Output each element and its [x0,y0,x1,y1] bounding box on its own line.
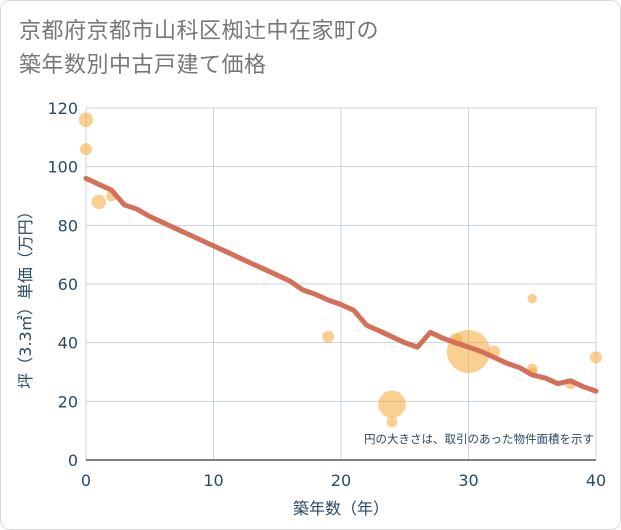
x-tick-0: 0 [81,471,91,490]
bubble-2 [91,194,106,210]
x-tick-1: 10 [203,471,223,490]
x-tick-2: 20 [331,471,351,490]
y-tick-4: 80 [58,216,78,235]
bubble-8 [446,329,491,374]
y-axis-title: 坪（3.3㎡）単価（万円） [16,203,35,388]
axis-ticks: 0 10 20 30 40 0 20 40 60 80 100 120 [47,99,606,490]
x-tick-3: 30 [458,471,478,490]
y-tick-1: 20 [58,392,78,411]
y-tick-5: 100 [47,158,78,177]
bubble-0 [78,112,94,127]
bubble-1 [80,143,92,156]
y-tick-3: 60 [58,275,78,294]
bubble-10 [527,293,538,304]
bubbles [78,112,602,428]
bubble-4 [322,330,335,343]
y-tick-2: 40 [58,334,78,353]
bubble-6 [386,416,398,428]
chart-title: 京都府京都市山科区椥辻中在家町の 築年数別中古戸建て価格 [19,15,379,83]
size-note: 円の大きさは、取引のあった物件面積を示す [364,432,594,446]
bubble-14 [590,351,602,364]
y-tick-6: 120 [47,99,78,118]
trend-line [83,175,599,394]
x-tick-4: 40 [586,471,606,490]
grid [85,107,597,461]
y-tick-0: 0 [68,451,78,470]
title-line-2: 築年数別中古戸建て価格 [19,53,267,78]
title-line-1: 京都府京都市山科区椥辻中在家町の [19,19,380,44]
bubble-5 [378,390,406,419]
x-axis-title: 築年数（年） [293,499,389,518]
